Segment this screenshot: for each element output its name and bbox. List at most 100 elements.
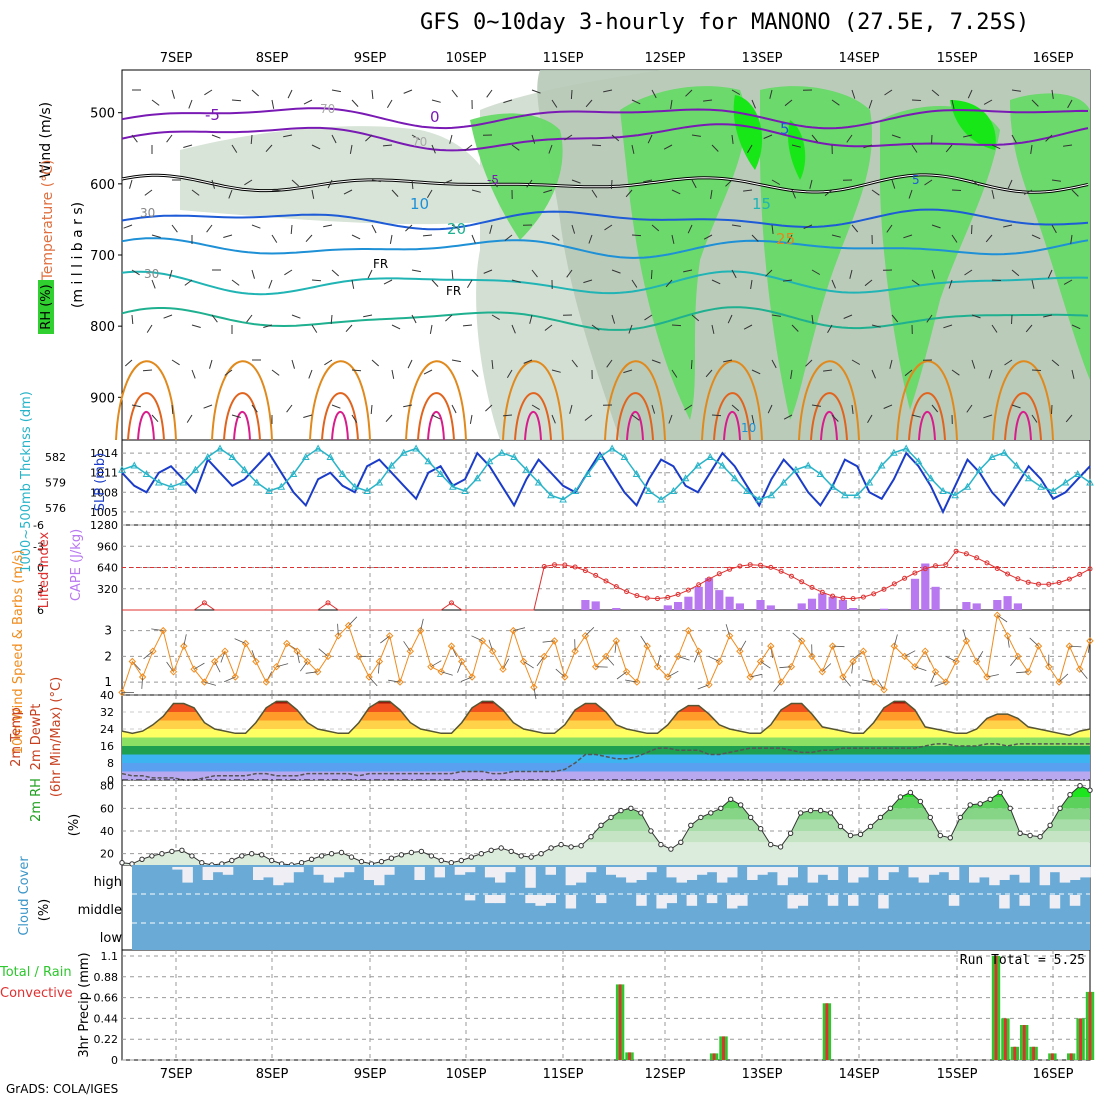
isotherm-35	[1014, 410, 1032, 441]
wind10-barb	[585, 627, 595, 637]
cape-bar	[725, 596, 734, 610]
wind10-point	[169, 668, 178, 676]
date-label-top: 15SEP	[937, 51, 978, 66]
wind-barb	[731, 224, 741, 227]
wind10-barb	[523, 661, 534, 669]
rh-point	[119, 860, 125, 866]
wind-barb	[851, 89, 856, 99]
cloud-high-cell	[706, 867, 718, 873]
thickness-point	[314, 444, 322, 452]
isotherm-25	[115, 360, 177, 441]
wind-barb	[583, 279, 593, 284]
wind-barb	[483, 269, 493, 274]
wind-barb	[1045, 134, 1053, 142]
wind10-point	[736, 647, 744, 655]
wind-barb	[146, 324, 153, 333]
wind10-point	[931, 668, 940, 676]
cloud-row-low: low	[100, 931, 123, 946]
wind-barb	[451, 404, 457, 414]
cloud-high-cell	[757, 867, 768, 875]
cloud-high-cell	[222, 867, 234, 875]
precip-conv-bar	[1022, 1025, 1026, 1060]
rh-point	[548, 845, 554, 851]
wind-barb	[884, 89, 893, 96]
cloud-high-cell	[888, 867, 899, 873]
wind10-point	[767, 642, 775, 650]
wind-barb	[531, 404, 540, 411]
wind-barb	[751, 369, 761, 375]
wind-barb	[451, 89, 458, 98]
cloud-high-cell	[747, 867, 758, 880]
wind-barb	[526, 179, 533, 188]
wind10-barb	[378, 661, 380, 674]
wind-barb	[391, 369, 395, 379]
lifted-point	[1077, 571, 1083, 577]
rh-point	[518, 853, 524, 859]
wind-barb	[529, 314, 533, 324]
date-label-top: 11SEP	[543, 51, 584, 66]
wind10-point	[643, 642, 651, 650]
wind-barb	[370, 404, 373, 415]
wind-barb	[486, 89, 493, 98]
precip-tick-label: 0.66	[94, 992, 119, 1005]
cloud-middle-cell	[787, 895, 798, 909]
wind10-barb	[693, 651, 700, 663]
wind-barb	[191, 369, 196, 379]
wind-barb	[1030, 144, 1033, 154]
rh-point	[338, 849, 345, 856]
cloud-high-cell	[918, 867, 930, 883]
wind-barb	[506, 369, 513, 378]
wind-barb	[308, 369, 313, 379]
rh-point	[488, 847, 494, 853]
isotherm-label: 25	[776, 230, 795, 248]
isotherm-label: 70	[412, 135, 427, 149]
wind10-point	[797, 637, 806, 645]
wind-barb	[651, 359, 661, 364]
wind10-barb	[513, 627, 526, 631]
cloud-high-cell	[928, 867, 940, 875]
cloud-middle-cell	[706, 895, 718, 904]
wind-barb	[244, 179, 253, 186]
cloud-high-cell	[666, 867, 677, 878]
wind-barb	[1007, 179, 1013, 189]
wind-barb	[265, 144, 273, 153]
rh-point	[358, 858, 365, 865]
wind-barb	[311, 324, 318, 333]
wind-barb	[1003, 224, 1013, 228]
wind-barb	[711, 144, 719, 152]
cape-bar	[849, 608, 858, 610]
precip-conv-bar	[722, 1036, 725, 1060]
cloud-high-cell	[676, 867, 687, 883]
lifted-point	[706, 576, 712, 582]
slp-tick-label: 1008	[90, 486, 118, 499]
axis-title-precip: 3hr Precip (mm)	[77, 952, 92, 1057]
isotherm-35	[233, 410, 251, 441]
wind-barb	[469, 414, 473, 424]
temp-tick-label: 8	[107, 757, 114, 770]
lifted-point	[974, 555, 980, 561]
rh-point	[348, 854, 355, 860]
thickness-tick-label: 582	[45, 451, 66, 464]
wind-barb	[211, 314, 218, 323]
wind-barb	[271, 234, 278, 243]
wind-barb	[991, 279, 1002, 281]
date-label-bottom: 13SEP	[742, 1067, 783, 1082]
wind10-point	[622, 668, 631, 676]
rh-band	[122, 819, 1090, 831]
cape-bar	[910, 578, 920, 610]
wind-barb	[811, 404, 821, 407]
wind-barb	[690, 359, 693, 370]
wind10-point	[488, 647, 497, 655]
cloud-high-cell	[434, 867, 445, 878]
wind-barb	[625, 189, 633, 198]
wind-barb	[290, 224, 293, 235]
wind-barb	[251, 404, 258, 413]
wind-barb	[784, 99, 793, 107]
wind10-barb	[403, 641, 411, 652]
isotherm-25	[701, 360, 763, 441]
thickness-point	[534, 478, 543, 486]
wind-barb	[151, 279, 156, 289]
wind10-barb	[750, 673, 762, 678]
cloud-high-cell	[525, 867, 536, 888]
thickness-tick-label: 579	[45, 477, 66, 490]
